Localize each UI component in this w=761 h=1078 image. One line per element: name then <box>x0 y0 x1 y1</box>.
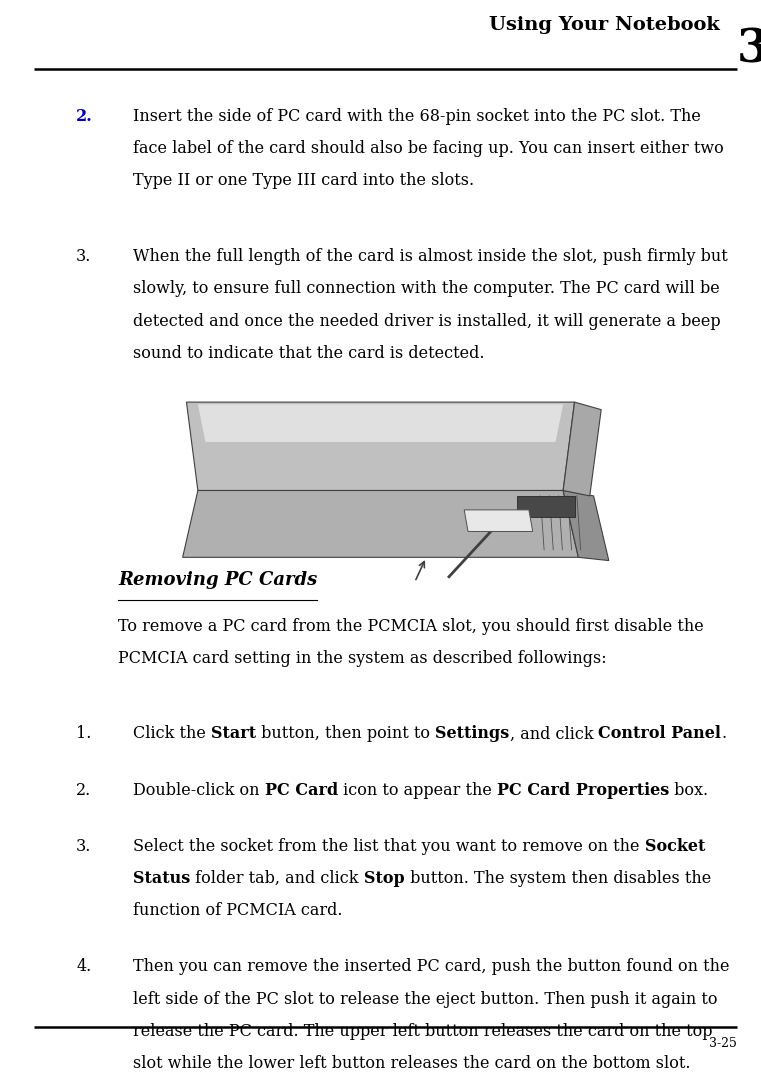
Text: 2.: 2. <box>76 782 91 799</box>
Text: Start: Start <box>211 725 256 743</box>
Text: button. The system then disables the: button. The system then disables the <box>405 870 711 887</box>
Text: PC Card Properties: PC Card Properties <box>497 782 670 799</box>
Text: Then you can remove the inserted PC card, push the button found on the: Then you can remove the inserted PC card… <box>133 958 730 976</box>
Text: .: . <box>721 725 727 743</box>
Text: left side of the PC slot to release the eject button. Then push it again to: left side of the PC slot to release the … <box>133 991 718 1008</box>
Text: 3: 3 <box>737 27 761 73</box>
Text: Settings: Settings <box>435 725 510 743</box>
Text: Stop: Stop <box>364 870 405 887</box>
Text: box.: box. <box>670 782 708 799</box>
Text: slowly, to ensure full connection with the computer. The PC card will be: slowly, to ensure full connection with t… <box>133 280 720 298</box>
Text: 4.: 4. <box>76 958 91 976</box>
Text: , and click: , and click <box>510 725 598 743</box>
Text: sound to indicate that the card is detected.: sound to indicate that the card is detec… <box>133 345 485 362</box>
Text: 3-25: 3-25 <box>708 1037 737 1050</box>
Text: release the PC card. The upper left button releases the card on the top: release the PC card. The upper left butt… <box>133 1023 712 1040</box>
Text: PCMCIA card setting in the system as described followings:: PCMCIA card setting in the system as des… <box>118 650 607 667</box>
Text: button, then point to: button, then point to <box>256 725 435 743</box>
Text: Status: Status <box>133 870 190 887</box>
Text: function of PCMCIA card.: function of PCMCIA card. <box>133 902 342 920</box>
Text: To remove a PC card from the PCMCIA slot, you should first disable the: To remove a PC card from the PCMCIA slot… <box>118 618 704 635</box>
Text: 3.: 3. <box>76 838 91 855</box>
Text: 2.: 2. <box>76 108 93 125</box>
Polygon shape <box>186 402 575 490</box>
Polygon shape <box>563 402 601 496</box>
Text: Insert the side of PC card with the 68-pin socket into the PC slot. The: Insert the side of PC card with the 68-p… <box>133 108 701 125</box>
Text: PC Card: PC Card <box>265 782 338 799</box>
Polygon shape <box>563 490 609 561</box>
Text: Type II or one Type III card into the slots.: Type II or one Type III card into the sl… <box>133 172 474 190</box>
Text: Removing PC Cards: Removing PC Cards <box>118 571 317 590</box>
Text: Double-click on: Double-click on <box>133 782 265 799</box>
Polygon shape <box>183 490 578 557</box>
Text: detected and once the needed driver is installed, it will generate a beep: detected and once the needed driver is i… <box>133 313 721 330</box>
Polygon shape <box>464 510 533 531</box>
Text: Socket: Socket <box>645 838 705 855</box>
Text: icon to appear the: icon to appear the <box>338 782 497 799</box>
Text: 3.: 3. <box>76 248 91 265</box>
Text: 1.: 1. <box>76 725 91 743</box>
Text: When the full length of the card is almost inside the slot, push firmly but: When the full length of the card is almo… <box>133 248 728 265</box>
Text: Select the socket from the list that you want to remove on the: Select the socket from the list that you… <box>133 838 645 855</box>
Text: Using Your Notebook: Using Your Notebook <box>489 16 727 33</box>
Text: Click the: Click the <box>133 725 211 743</box>
Polygon shape <box>198 404 563 442</box>
Text: slot while the lower left button releases the card on the bottom slot.: slot while the lower left button release… <box>133 1055 691 1073</box>
Text: face label of the card should also be facing up. You can insert either two: face label of the card should also be fa… <box>133 140 724 157</box>
Text: Control Panel: Control Panel <box>598 725 721 743</box>
Text: folder tab, and click: folder tab, and click <box>190 870 364 887</box>
Bar <box>517 496 575 517</box>
